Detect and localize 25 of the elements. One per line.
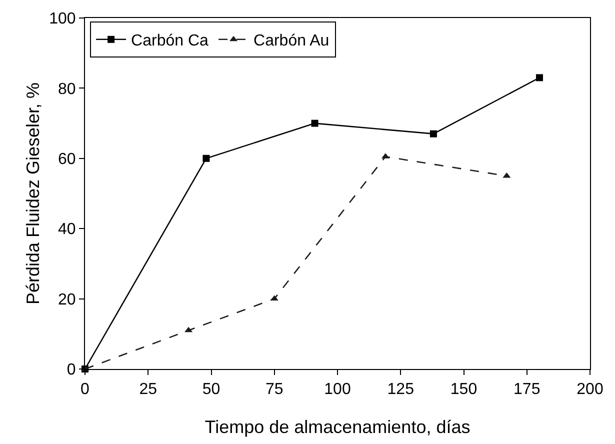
x-tick-label: 100 <box>324 381 351 398</box>
y-axis-title: Pérdida Fluidez Gieseler, % <box>23 82 43 305</box>
y-tick-label: 40 <box>58 221 76 238</box>
legend-label: Carbón Au <box>254 32 330 50</box>
y-tick-label: 100 <box>49 10 76 28</box>
point <box>311 120 318 127</box>
x-tick-label: 0 <box>80 381 90 398</box>
y-tick-label: 20 <box>58 291 76 308</box>
y-tick-label: 0 <box>66 362 76 379</box>
point <box>502 172 511 178</box>
point <box>270 295 278 301</box>
x-tick-label: 125 <box>387 381 414 398</box>
x-tick-label: 75 <box>265 381 284 398</box>
x-tick-label: 150 <box>450 381 478 398</box>
x-tick-label: 25 <box>139 381 158 398</box>
x-tick-label: 200 <box>576 381 604 398</box>
x-axis-title: Tiempo de almacenamiento, días <box>204 417 470 437</box>
y-tick-label: 80 <box>58 80 76 98</box>
legend-label: Carbón Ca <box>131 32 209 50</box>
point <box>536 74 543 82</box>
point <box>430 130 437 138</box>
point <box>202 154 210 162</box>
x-tick-label: 175 <box>514 381 540 398</box>
x-tick-label: 50 <box>202 381 220 398</box>
y-tick-label: 60 <box>58 151 76 168</box>
